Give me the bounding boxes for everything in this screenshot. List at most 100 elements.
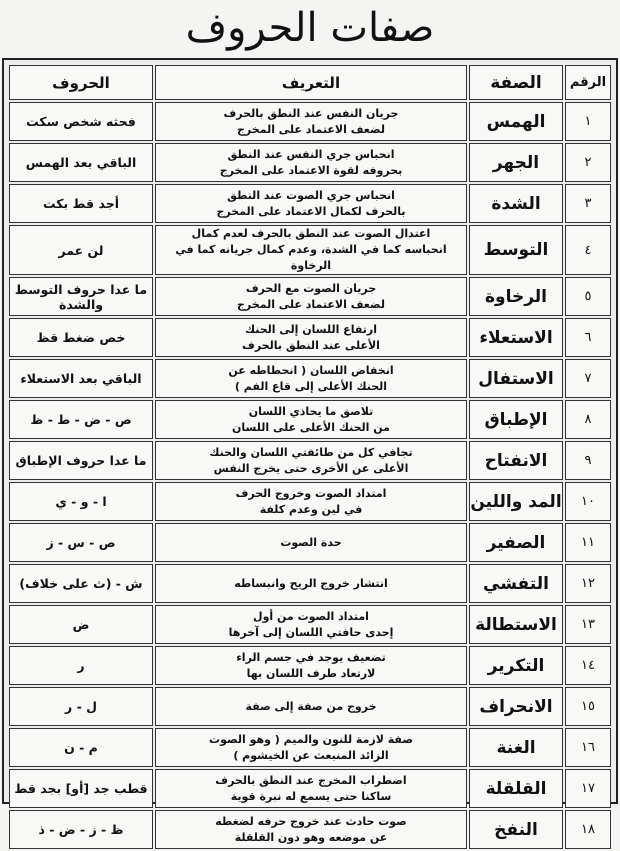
attribute-name: الانحراف — [469, 687, 563, 726]
attribute-definition: صفة لازمة للنون والميم ( وهو الصوت الزائد… — [155, 728, 467, 767]
attribute-name-text: الرخاوة — [484, 286, 548, 307]
attribute-letters: ما عدا حروف الإطباق — [9, 441, 153, 480]
row-number: ١١ — [565, 523, 611, 562]
attribute-definition-text: انحباس جري النفس عند النطق — [227, 147, 395, 161]
attribute-name: التكرير — [469, 646, 563, 685]
attribute-name: الانفتاح — [469, 441, 563, 480]
table-row: ٧ الاستفال انخفاض اللسان ( انحطاطه عن الحنك… — [9, 359, 611, 398]
attribute-definition-text: جريان الصوت مع الحرف — [245, 281, 377, 295]
attribute-definition: انحباس جري الصوت عند النطق بالحرف لكمال ا… — [155, 184, 467, 223]
table-row: ٩ الانفتاح تجافي كل من طائفتي اللسان والحن… — [9, 441, 611, 480]
attribute-name: التوسط — [469, 225, 563, 275]
attribute-letters: ش - (ث على خلاف) — [9, 564, 153, 603]
attribute-definition-text: بحروفه لقوة الاعتماد على المخرج — [219, 163, 403, 177]
row-number: ٤ — [565, 225, 611, 275]
attribute-name-text: النفخ — [494, 819, 538, 840]
attribute-definition-text: لارتعاد طرف اللسان بها — [246, 666, 376, 680]
attribute-definition: اعتدال الصوت عند النطق بالحرف لعدم كمال ا… — [155, 225, 467, 275]
table-row: ١٠ المد واللين امتداد الصوت وخروج الحرف في … — [9, 482, 611, 521]
table-row: ١١ الصفير حدة الصوت ص - س - ز — [9, 523, 611, 562]
attribute-name-text: الانحراف — [479, 696, 553, 717]
row-number: ١ — [565, 102, 611, 141]
attribute-name: الرخاوة — [469, 277, 563, 316]
attribute-definition-text: الأعلى عن الأخرى حتى يخرج النفس — [213, 461, 409, 475]
attribute-name: النفخ — [469, 810, 563, 849]
attribute-letters: أجد قط بكت — [9, 184, 153, 223]
row-number: ٦ — [565, 318, 611, 357]
table-row: ١٦ الغنة صفة لازمة للنون والميم ( وهو الصو… — [9, 728, 611, 767]
attribute-definition: خروج من صفة إلى صفة — [155, 687, 467, 726]
attribute-definition-text: الأعلى عند النطق بالحرف — [242, 338, 380, 352]
attribute-definition-text: اعتدال الصوت عند النطق بالحرف لعدم كمال — [191, 227, 431, 240]
row-number-text: ١١ — [581, 535, 595, 550]
attribute-definition: جريان النفس عند النطق بالحرف لضعف الاعتما… — [155, 102, 467, 141]
table-row: ١٥ الانحراف خروج من صفة إلى صفة ل - ر — [9, 687, 611, 726]
table-row: ٦ الاستعلاء ارتفاع اللسان إلى الحنك الأعلى … — [9, 318, 611, 357]
row-number: ٥ — [565, 277, 611, 316]
attribute-definition: حدة الصوت — [155, 523, 467, 562]
attribute-definition-text: في لين وعدم كلفة — [259, 502, 363, 516]
row-number-text: ٢ — [584, 155, 592, 170]
attribute-letters: لن عمر — [9, 225, 153, 275]
attribute-name-text: الهمس — [486, 111, 546, 132]
attribute-letters: خص ضغط قظ — [9, 318, 153, 357]
row-number-text: ٧ — [584, 371, 592, 386]
table-row: ١٧ القلقلة اضطراب المخرج عند النطق بالحرف س… — [9, 769, 611, 808]
attribute-letters: قطب جد [أو] بجد قط — [9, 769, 153, 808]
attribute-definition: انحباس جري النفس عند النطق بحروفه لقوة ال… — [155, 143, 467, 182]
attribute-name: الهمس — [469, 102, 563, 141]
attribute-letters-text: ل - ر — [65, 699, 97, 714]
row-number-text: ٨ — [584, 412, 592, 427]
attribute-definition: امتداد الصوت من أول إحدى حافتي اللسان إلى… — [155, 605, 467, 644]
attribute-letters: ل - ر — [9, 687, 153, 726]
attribute-definition-text: اضطراب المخرج عند النطق بالحرف — [215, 773, 407, 787]
row-number: ١٣ — [565, 605, 611, 644]
attribute-definition: اضطراب المخرج عند النطق بالحرف ساكنا حتى … — [155, 769, 467, 808]
row-number: ١٤ — [565, 646, 611, 685]
letter-attributes-table: الرقم الصفة التعريف الحروف ١ الهمس جريان ا… — [7, 63, 613, 851]
row-number-text: ١٣ — [581, 617, 595, 632]
attribute-definition-text: من الحنك الأعلى على اللسان — [232, 420, 390, 434]
attribute-letters-text: خص ضغط قظ — [36, 330, 126, 345]
attribute-name-text: التوسط — [483, 240, 549, 260]
attribute-name: القلقلة — [469, 769, 563, 808]
table-row: ١٢ التفشي انتشار خروج الريح وانبساطه ش - (ث… — [9, 564, 611, 603]
attribute-definition: تضعيف يوجد في جسم الراء لارتعاد طرف اللسا… — [155, 646, 467, 685]
row-number: ١٢ — [565, 564, 611, 603]
attribute-definition-text: الزائد المنبعث عن الخيشوم ) — [233, 748, 389, 762]
row-number-text: ١ — [584, 114, 592, 129]
attribute-definition-text: خروج من صفة إلى صفة — [245, 699, 377, 713]
attribute-letters-text: ما عدا حروف الإطباق — [15, 453, 147, 468]
row-number: ١٦ — [565, 728, 611, 767]
row-number: ١٠ — [565, 482, 611, 521]
row-number: ٧ — [565, 359, 611, 398]
table-row: ٤ التوسط اعتدال الصوت عند النطق بالحرف لعد… — [9, 225, 611, 275]
attribute-letters-text: الباقي بعد الاستعلاء — [20, 371, 142, 386]
row-number-text: ٥ — [584, 289, 592, 304]
attribute-definition-text: ارتفاع اللسان إلى الحنك — [245, 322, 377, 336]
attribute-definition-text: انحباس جري الصوت عند النطق — [227, 188, 395, 202]
row-number: ٣ — [565, 184, 611, 223]
row-number-text: ١٥ — [581, 699, 595, 714]
attribute-definition-text: تضعيف يوجد في جسم الراء — [236, 650, 386, 664]
attribute-definition-text: انتشار خروج الريح وانبساطه — [234, 576, 388, 590]
attribute-definition-text: لضعف الاعتماد على المخرج — [237, 297, 385, 311]
attribute-name-text: الاستعلاء — [479, 327, 553, 348]
attribute-name-text: الانفتاح — [484, 450, 548, 471]
header-number: الرقم — [565, 65, 611, 100]
row-number-text: ١٠ — [581, 494, 595, 509]
attribute-definition-text: امتداد الصوت من أول — [253, 609, 369, 623]
attribute-letters: ض — [9, 605, 153, 644]
row-number: ٨ — [565, 400, 611, 439]
attribute-definition: صوت حادث عند خروج حرفه لضغطه عن موضعه وهو… — [155, 810, 467, 849]
attribute-name-text: التكرير — [487, 655, 545, 676]
attribute-definition-text: صفة لازمة للنون والميم ( وهو الصوت — [209, 732, 413, 746]
row-number-text: ١٦ — [581, 740, 595, 755]
attribute-definition-text: عن موضعه وهو دون القلقلة — [234, 830, 388, 844]
attribute-name-text: القلقلة — [485, 778, 547, 799]
attribute-letters-text: ض — [72, 617, 90, 632]
attribute-letters: الباقي بعد الاستعلاء — [9, 359, 153, 398]
attribute-name-text: الجهر — [492, 152, 540, 173]
attribute-letters-text: ر — [77, 658, 85, 673]
table-row: ١ الهمس جريان النفس عند النطق بالحرف لضعف ا… — [9, 102, 611, 141]
